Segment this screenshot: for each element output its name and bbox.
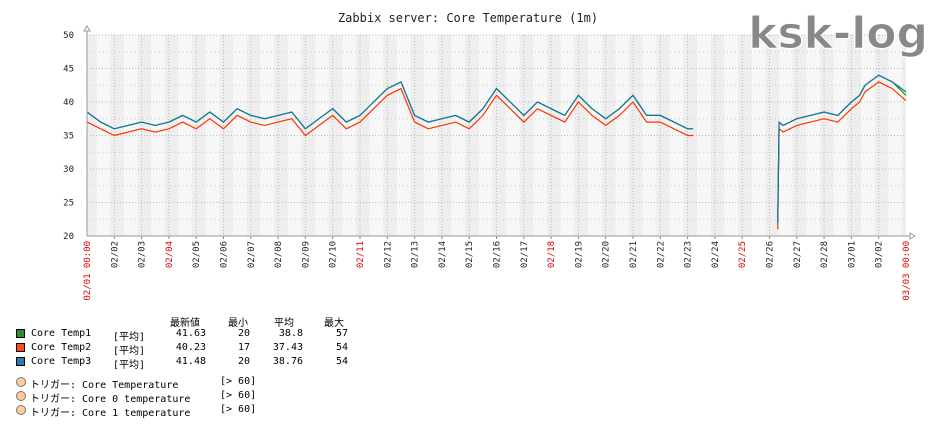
time-band [506, 35, 520, 236]
legend-last: 41.63 [175, 328, 206, 339]
time-band [888, 35, 902, 236]
x-tick-label: 02/12 [383, 241, 393, 268]
x-tick-label: 02/03 [138, 241, 148, 268]
x-tick-label: 02/18 [547, 241, 557, 268]
x-tick-label: 02/27 [793, 241, 803, 268]
x-tick-label: 02/09 [301, 241, 311, 268]
legend-swatch [16, 343, 25, 352]
x-tick-label: 02/19 [574, 241, 584, 268]
time-band [779, 35, 793, 236]
time-band [451, 35, 466, 236]
legend-min: 20 [237, 328, 250, 339]
trigger-condition: [> 60] [220, 404, 257, 415]
time-band [669, 35, 684, 236]
watermark-text: ksk-log [748, 8, 928, 59]
y-tick-label: 40 [63, 98, 74, 108]
x-tick-label: 02/17 [520, 241, 530, 268]
x-tick-label: 02/05 [192, 241, 202, 268]
chart-title: Zabbix server: Core Temperature (1m) [338, 11, 598, 25]
x-tick-label: 03/02 [875, 241, 885, 268]
x-range-label: 02/01 00:00 [83, 241, 93, 301]
time-band [615, 35, 629, 236]
x-tick-label: 02/16 [493, 241, 503, 268]
x-tick-label: 02/10 [329, 241, 339, 268]
time-band [151, 35, 165, 236]
legend-avg: 38.8 [278, 328, 303, 339]
x-tick-label: 02/21 [629, 241, 639, 268]
legend-header-avg: 平均 [274, 318, 294, 329]
x-tick-label: 02/14 [438, 241, 448, 268]
time-band [233, 35, 247, 236]
legend-header-last: 最新値 [170, 318, 200, 329]
time-band [478, 35, 493, 236]
x-range-label: 03/03 00:00 [902, 241, 912, 301]
legend-max: 57 [335, 328, 348, 339]
trigger-condition: [> 60] [220, 390, 257, 401]
trigger-name: トリガー: Core Temperature [30, 380, 179, 391]
series-line-core-temp2 [86, 81, 907, 230]
x-tick-label: 02/04 [165, 241, 175, 268]
trigger-condition: [> 60] [220, 376, 257, 387]
trigger-icon [16, 405, 26, 415]
x-tick-label: 02/08 [274, 241, 284, 268]
legend-header-max: 最大 [324, 318, 344, 329]
legend-avg: 37.43 [272, 342, 303, 353]
legend-min: 20 [237, 356, 250, 367]
x-tick-label: 02/24 [711, 241, 721, 268]
x-tick-label: 02/22 [656, 241, 666, 268]
x-tick-label: 02/15 [465, 241, 475, 268]
legend-func: [平均] [113, 332, 146, 343]
y-tick-label: 20 [63, 232, 74, 242]
trigger-icon [16, 377, 26, 387]
x-tick-label: 02/26 [766, 241, 776, 268]
legend-last: 40.23 [175, 342, 206, 353]
y-tick-label: 50 [63, 31, 74, 41]
x-axis-arrow [909, 232, 916, 240]
time-band [642, 35, 657, 236]
legend-max: 54 [335, 356, 348, 367]
trigger-icon [16, 391, 26, 401]
legend-min: 17 [237, 342, 250, 353]
y-tick-label: 45 [63, 65, 74, 75]
legend-series-name: Core Temp1 [31, 328, 92, 339]
y-tick-label: 35 [63, 132, 74, 142]
x-tick-label: 02/28 [820, 241, 830, 268]
legend-series-name: Core Temp3 [31, 356, 92, 367]
series-line-core-temp3 [86, 74, 907, 223]
trigger-name: トリガー: Core 1 temperature [30, 408, 191, 419]
y-tick-label: 30 [63, 165, 74, 175]
x-tick-label: 03/01 [847, 241, 857, 268]
x-tick-label: 02/02 [110, 241, 120, 268]
legend-swatch [16, 357, 25, 366]
trigger-name: トリガー: Core 0 temperature [30, 394, 191, 405]
legend-last: 41.48 [175, 356, 206, 367]
legend-max: 54 [335, 342, 348, 353]
y-tick-label: 25 [63, 199, 74, 209]
x-tick-label: 02/23 [684, 241, 694, 268]
legend-func: [平均] [113, 346, 146, 357]
legend-series-name: Core Temp2 [31, 342, 92, 353]
legend-header-min: 最小 [228, 318, 248, 329]
x-tick-label: 02/06 [220, 241, 230, 268]
ksk-log-watermark: ksk-log [748, 8, 929, 60]
temperature-chart: Zabbix server: Core Temperature (1m) 20 2… [63, 11, 916, 301]
x-tick-label: 02/13 [411, 241, 421, 268]
time-band [342, 35, 356, 236]
x-tick-label: 02/11 [356, 241, 366, 268]
x-tick-label: 02/25 [738, 241, 748, 268]
legend-func: [平均] [113, 360, 146, 371]
legend-swatch [16, 329, 25, 338]
y-axis-arrow [83, 25, 91, 32]
x-tick-label: 02/07 [247, 241, 257, 268]
legend-avg: 38.76 [272, 356, 303, 367]
time-band [178, 35, 193, 236]
x-tick-label: 02/20 [602, 241, 612, 268]
